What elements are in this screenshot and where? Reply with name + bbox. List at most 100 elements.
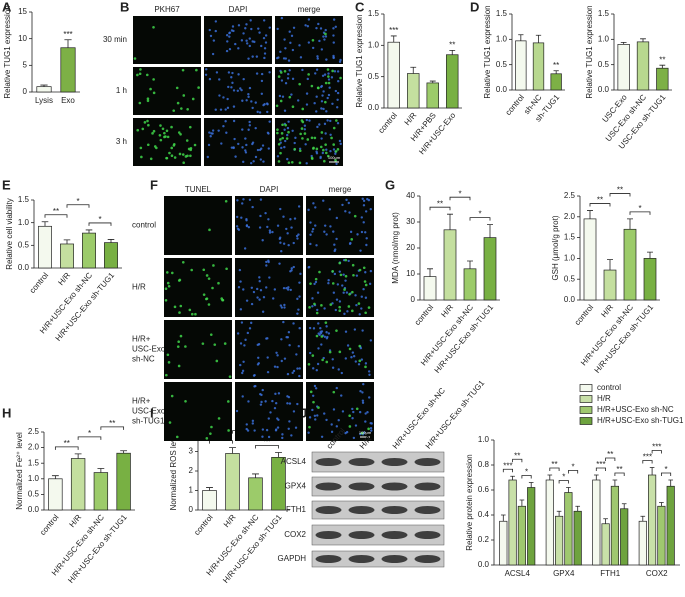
nucleus — [265, 286, 268, 289]
nucleus — [247, 57, 250, 60]
bar — [648, 474, 657, 566]
nucleus — [325, 233, 328, 236]
bar — [550, 73, 562, 91]
comparison-bracket — [609, 193, 631, 197]
nucleus — [257, 356, 260, 359]
x-tick-label: H/R — [439, 303, 455, 320]
nucleus — [323, 38, 326, 41]
nucleus — [209, 34, 213, 38]
x-tick-label: H/R — [222, 513, 238, 530]
error-bar — [40, 84, 48, 87]
nucleus — [370, 429, 373, 432]
nucleus — [288, 69, 291, 72]
blot-band — [315, 506, 342, 514]
error-bar — [620, 41, 627, 45]
nucleus — [352, 355, 356, 358]
stain — [316, 86, 320, 90]
stain — [188, 308, 192, 312]
nucleus — [281, 436, 284, 440]
stain — [338, 350, 342, 354]
nucleus — [214, 29, 217, 33]
nucleus — [323, 73, 327, 76]
error-bar — [41, 221, 49, 227]
nucleus — [368, 282, 372, 286]
nucleus — [314, 72, 317, 75]
y-tick-label: 0.0 — [368, 103, 380, 112]
stain — [184, 399, 187, 403]
stain — [276, 128, 279, 131]
nucleus — [340, 394, 343, 397]
nucleus — [258, 226, 262, 229]
nucleus — [354, 424, 358, 427]
nucleus — [267, 260, 270, 264]
nucleus — [262, 36, 266, 40]
stain — [152, 91, 156, 95]
nucleus — [232, 105, 236, 108]
stain — [313, 302, 316, 306]
stain — [181, 153, 185, 156]
nucleus — [274, 392, 277, 396]
error-bar — [487, 224, 493, 238]
stain — [330, 136, 333, 140]
stain — [312, 400, 315, 404]
nucleus — [361, 329, 364, 332]
nucleus — [237, 142, 240, 146]
nucleus — [239, 342, 243, 345]
nucleus — [288, 30, 291, 33]
error-bar — [390, 35, 397, 43]
nucleus — [251, 141, 255, 144]
nucleus — [245, 224, 249, 227]
nucleus — [330, 430, 334, 434]
panel-letter: J — [300, 405, 307, 420]
nucleus — [327, 282, 330, 285]
stain — [139, 146, 143, 150]
comparison-bracket — [558, 480, 569, 484]
bar — [610, 485, 619, 566]
nucleus — [341, 203, 344, 207]
error-bar — [74, 453, 82, 459]
nucleus — [262, 296, 266, 299]
nucleus — [349, 230, 353, 234]
nucleus — [292, 369, 296, 373]
nucleus — [286, 395, 289, 398]
stain — [303, 132, 307, 135]
stain — [351, 290, 354, 294]
nucleus — [279, 207, 282, 211]
nucleus — [280, 16, 284, 20]
nucleus — [312, 367, 315, 370]
stain — [347, 305, 351, 308]
nucleus — [256, 110, 259, 114]
y-axis-label: Relative TUG1 expression — [483, 5, 492, 98]
significance-label: ** — [449, 40, 455, 49]
nucleus — [266, 337, 269, 340]
nucleus — [273, 288, 277, 291]
comparison-bracket — [449, 196, 471, 201]
stain — [152, 25, 155, 29]
nucleus — [369, 339, 373, 342]
y-tick-label: 1.0 — [496, 34, 508, 43]
stain — [318, 270, 321, 274]
nucleus — [304, 24, 307, 27]
legend-swatch — [579, 417, 593, 425]
nucleus — [237, 285, 241, 289]
stain — [331, 69, 334, 73]
legend-swatch — [579, 406, 593, 414]
nucleus — [307, 266, 310, 269]
nucleus — [260, 393, 263, 397]
nucleus — [268, 229, 272, 232]
y-tick-label: 1.0 — [28, 474, 40, 483]
y-tick-label: 0.0 — [496, 85, 508, 94]
nucleus — [241, 395, 244, 398]
nucleus — [256, 148, 260, 152]
stain — [309, 282, 312, 285]
micrograph — [164, 258, 232, 317]
nucleus — [276, 27, 279, 31]
stain — [277, 160, 281, 163]
nucleus — [327, 279, 330, 282]
nucleus — [225, 131, 228, 134]
stain — [175, 86, 179, 90]
nucleus — [311, 297, 314, 300]
error-bar — [518, 34, 524, 41]
nucleus — [369, 269, 373, 273]
